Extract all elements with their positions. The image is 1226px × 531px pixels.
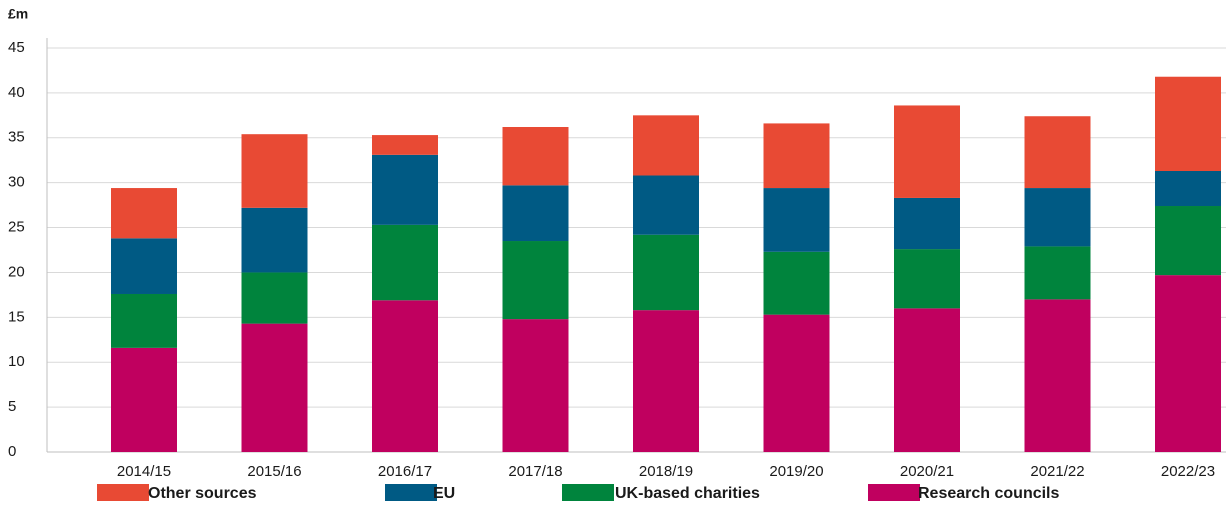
bar-segment	[502, 319, 569, 452]
bar-segment	[894, 249, 960, 309]
bar-segment	[1024, 246, 1091, 300]
bar-segment	[1155, 275, 1221, 452]
y-tick-label: 15	[8, 308, 25, 325]
y-tick-label: 5	[8, 398, 16, 415]
x-tick-label: 2022/23	[1161, 463, 1215, 480]
legend-label: Research councils	[918, 485, 1060, 502]
bar-segment	[372, 135, 438, 155]
bar-segment	[111, 347, 177, 452]
legend-label: Other sources	[148, 485, 257, 502]
bar-segment	[241, 272, 308, 324]
legend-label: EU	[433, 485, 455, 502]
bar-segment	[633, 175, 699, 235]
bar-segment	[241, 134, 308, 208]
bar-segment	[894, 105, 960, 198]
y-tick-label: 25	[8, 219, 25, 236]
y-tick-label: 30	[8, 174, 25, 191]
bar-segment	[111, 188, 177, 239]
bar-segment	[111, 293, 177, 348]
bar-segment	[633, 115, 699, 176]
x-tick-label: 2015/16	[247, 463, 301, 480]
bar-segment	[111, 238, 177, 294]
y-tick-label: 20	[8, 263, 25, 280]
bar-segment	[894, 197, 960, 250]
bar-segment	[241, 207, 308, 273]
x-tick-label: 2017/18	[508, 463, 562, 480]
bar-segment	[502, 241, 569, 320]
x-tick-label: 2016/17	[378, 463, 432, 480]
bar-segment	[633, 310, 699, 452]
x-tick-label: 2014/15	[117, 463, 171, 480]
bar-segment	[894, 308, 960, 452]
bar-segment	[241, 323, 308, 452]
bar-segment	[763, 123, 830, 189]
y-axis-label: £m	[8, 6, 28, 22]
x-tick-label: 2020/21	[900, 463, 954, 480]
bar-segment	[763, 188, 830, 252]
y-tick-label: 0	[8, 443, 16, 460]
legend-swatch	[385, 484, 437, 501]
bar-segment	[1155, 170, 1221, 207]
bar-segment	[372, 154, 438, 225]
x-tick-label: 2021/22	[1030, 463, 1084, 480]
legend-swatch	[868, 484, 920, 501]
bar-segment	[1024, 299, 1091, 452]
bar-segment	[502, 127, 569, 186]
y-tick-label: 10	[8, 353, 25, 370]
bar-segment	[502, 185, 569, 242]
legend-swatch	[562, 484, 614, 501]
x-tick-label: 2018/19	[639, 463, 693, 480]
y-tick-label: 45	[8, 39, 25, 56]
x-tick-label: 2019/20	[769, 463, 823, 480]
bar-segment	[633, 234, 699, 311]
legend-swatch	[97, 484, 149, 501]
bar-segment	[1155, 76, 1221, 171]
bar-segment	[763, 251, 830, 315]
bar-segment	[763, 314, 830, 452]
bar-segment	[372, 300, 438, 452]
y-tick-label: 35	[8, 129, 25, 146]
y-tick-label: 40	[8, 84, 25, 101]
legend-label: UK-based charities	[615, 485, 760, 502]
bar-segment	[1024, 116, 1091, 189]
bar-segment	[1024, 188, 1091, 247]
bar-segment	[1155, 206, 1221, 276]
bar-segment	[372, 224, 438, 301]
